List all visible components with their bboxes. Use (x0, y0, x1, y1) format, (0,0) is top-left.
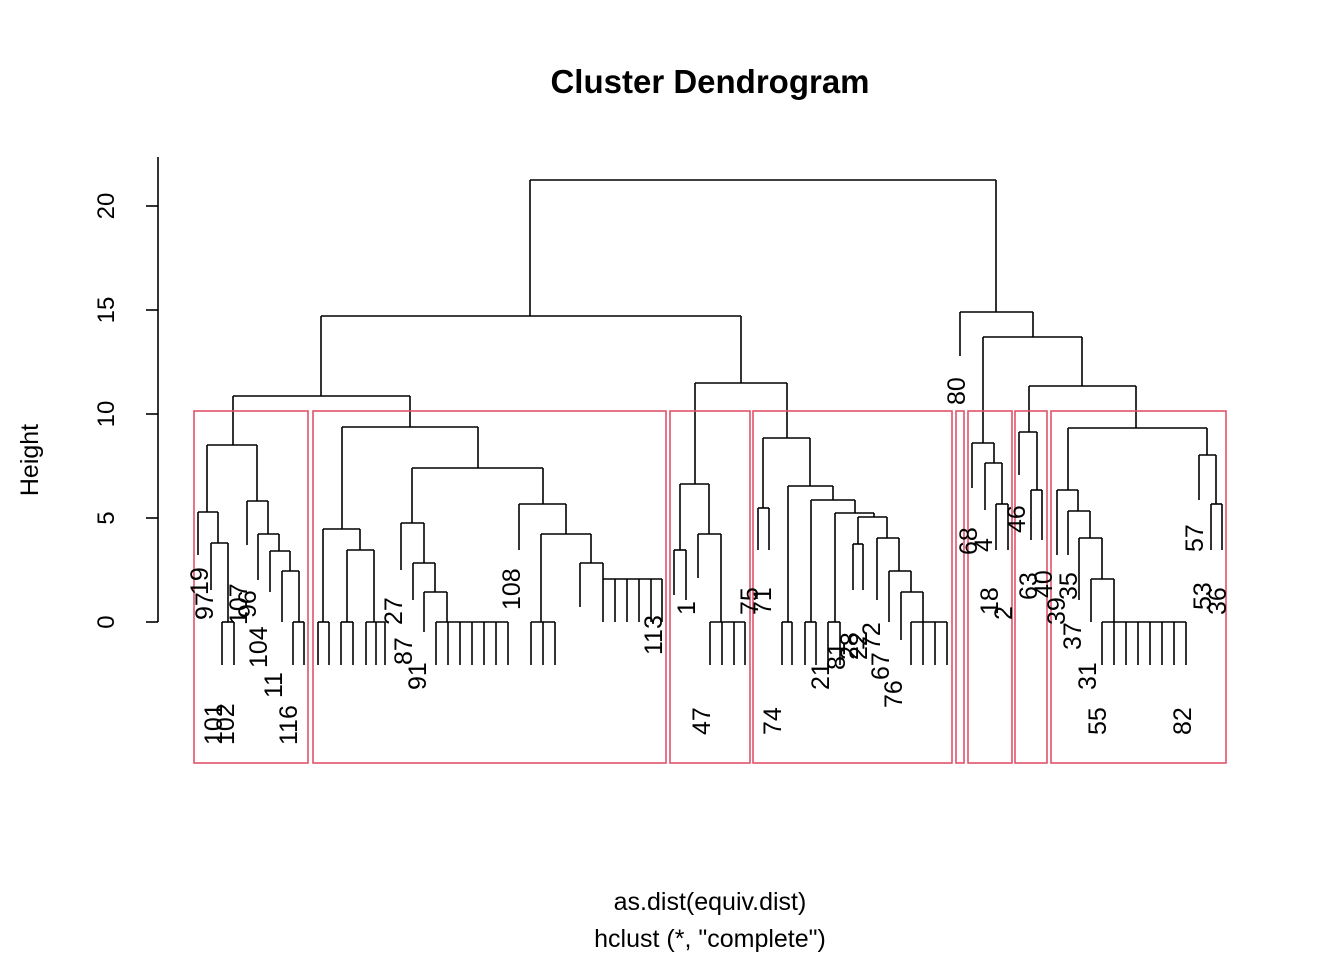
leaf-label: 35 (1055, 572, 1083, 600)
leaf-label: 19 (186, 567, 214, 595)
leaf-label: 71 (749, 587, 777, 615)
cluster-rect (669, 410, 751, 764)
leaf-label: 74 (759, 707, 787, 735)
leaf-label: 75 (736, 587, 764, 615)
leaf-label: 104 (245, 626, 273, 668)
chart-title: Cluster Dendrogram (550, 63, 869, 100)
cluster-rect (752, 410, 953, 764)
leaf-label: 2 (990, 606, 1018, 620)
leaf-label: 96 (234, 590, 262, 618)
leaf-label: 11 (260, 672, 288, 698)
leaf-label: 55 (1084, 707, 1112, 735)
cluster-rect (955, 410, 965, 764)
leaf-label: 102 (212, 703, 240, 745)
leaf-label: 72 (858, 622, 886, 650)
leaf-label: 31 (1074, 662, 1102, 690)
leaf-label: 1 (673, 601, 701, 615)
leaf-label: 68 (955, 527, 983, 555)
y-axis: 0 5 10 15 20 (93, 157, 159, 629)
cluster-rect (1014, 410, 1048, 764)
leaf-label: 82 (1169, 707, 1197, 735)
y-axis-label: Height (16, 424, 44, 496)
leaf-label: 57 (1181, 524, 1209, 552)
leaf-label: 108 (498, 568, 526, 610)
leaf-label: 113 (640, 615, 668, 655)
leaf-label: 46 (1003, 505, 1031, 533)
y-tick-label: 0 (93, 615, 120, 628)
leaf-label: 76 (880, 680, 908, 708)
leaf-label: 39 (1043, 597, 1071, 625)
leaf-label: 81 (823, 642, 851, 670)
y-tick-label: 15 (93, 297, 120, 324)
leaf-label: 116 (275, 705, 303, 745)
y-tick-label: 5 (93, 511, 120, 524)
y-tick-label: 20 (93, 193, 120, 220)
cluster-rect (967, 410, 1013, 764)
y-tick-label: 10 (93, 401, 120, 428)
leaf-label: 22 (845, 632, 873, 660)
leaf-label: 63 (1015, 572, 1043, 600)
leaf-label: 37 (1059, 622, 1087, 650)
leaf-label: 97 (191, 592, 219, 620)
cluster-rectangles (193, 410, 1227, 764)
leaf-label: 21 (807, 662, 835, 690)
leaf-label: 101 (200, 703, 228, 745)
leaf-label: 91 (404, 662, 432, 690)
leaf-label: 47 (688, 707, 716, 735)
leaf-label: 107 (225, 583, 253, 625)
leaf-label: 53 (1189, 582, 1217, 610)
leaf-label: 67 (867, 652, 895, 680)
leaf-label: 87 (390, 637, 418, 665)
leaf-label: 80 (943, 377, 971, 405)
leaf-label: 36 (1204, 587, 1232, 615)
dendrogram-branches (197, 179, 1223, 665)
leaf-label: 18 (976, 587, 1004, 615)
leaf-label: 4 (970, 538, 998, 552)
x-axis-label: as.dist(equiv.dist) (614, 888, 807, 916)
leaf-label: 28 (836, 632, 864, 660)
leaf-label: 40 (1030, 570, 1058, 598)
method-sublabel: hclust (*, "complete") (594, 925, 826, 953)
leaf-label: 27 (380, 597, 408, 625)
cluster-rect (312, 410, 667, 764)
cluster-rect (1050, 410, 1227, 764)
cluster-rect (193, 410, 309, 764)
